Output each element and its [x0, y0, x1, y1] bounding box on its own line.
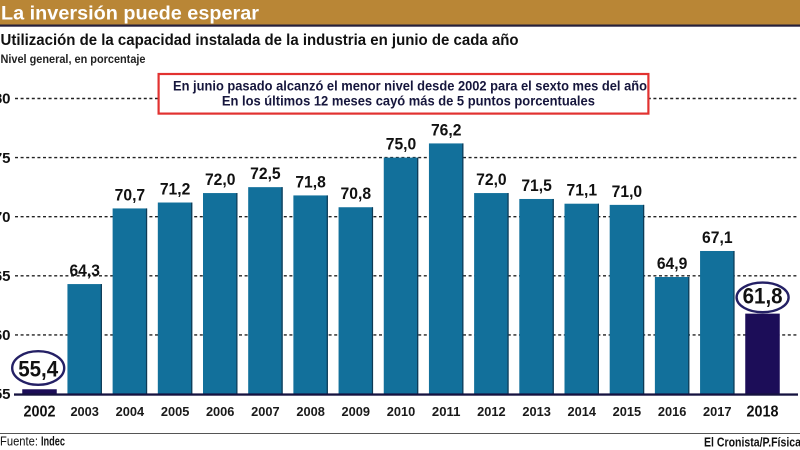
- svg-text:2016: 2016: [658, 404, 687, 419]
- svg-text:Nivel general, en porcentaje: Nivel general, en porcentaje: [1, 52, 146, 66]
- svg-text:71,5: 71,5: [521, 176, 552, 195]
- svg-text:2004: 2004: [116, 404, 145, 419]
- svg-text:En junio pasado alcanzó el men: En junio pasado alcanzó el menor nivel d…: [173, 77, 647, 93]
- svg-text:2005: 2005: [161, 404, 190, 419]
- svg-text:En los últimos 12 meses cayó m: En los últimos 12 meses cayó más de 5 pu…: [222, 93, 595, 109]
- svg-text:Indec: Indec: [41, 435, 65, 449]
- svg-text:2014: 2014: [568, 404, 597, 419]
- svg-text:76,2: 76,2: [431, 120, 462, 139]
- svg-text:72,0: 72,0: [205, 170, 236, 189]
- svg-text:2010: 2010: [387, 404, 416, 419]
- svg-text:2012: 2012: [477, 404, 506, 419]
- svg-text:2006: 2006: [206, 404, 235, 419]
- svg-text:75,0: 75,0: [386, 135, 417, 154]
- svg-text:2009: 2009: [342, 404, 371, 419]
- svg-text:71,1: 71,1: [567, 181, 598, 200]
- svg-text:64,3: 64,3: [69, 261, 100, 280]
- svg-text:60: 60: [0, 327, 11, 344]
- svg-text:El Cronista/P.Física: El Cronista/P.Física: [704, 436, 800, 450]
- svg-text:70: 70: [0, 209, 11, 226]
- svg-text:2011: 2011: [432, 404, 461, 419]
- svg-text:80: 80: [0, 91, 11, 108]
- svg-text:64,9: 64,9: [657, 254, 688, 273]
- svg-text:71,2: 71,2: [160, 180, 191, 199]
- svg-text:Fuente:: Fuente:: [0, 435, 38, 449]
- svg-text:71,0: 71,0: [612, 182, 643, 201]
- svg-text:72,5: 72,5: [250, 164, 281, 183]
- svg-text:70,7: 70,7: [115, 185, 146, 204]
- svg-text:55,4: 55,4: [18, 356, 59, 381]
- svg-text:75: 75: [0, 150, 11, 167]
- svg-text:2008: 2008: [296, 404, 325, 419]
- svg-text:2015: 2015: [613, 404, 642, 419]
- svg-text:70,8: 70,8: [341, 184, 372, 203]
- svg-text:72,0: 72,0: [476, 170, 507, 189]
- svg-text:La inversión puede esperar: La inversión puede esperar: [1, 3, 259, 25]
- svg-text:2018: 2018: [747, 403, 779, 420]
- svg-text:61,8: 61,8: [743, 283, 783, 308]
- svg-text:2002: 2002: [24, 403, 56, 420]
- svg-text:Utilización de la capacidad in: Utilización de la capacidad instalada de…: [1, 32, 519, 49]
- svg-text:65: 65: [0, 268, 11, 285]
- svg-text:2003: 2003: [70, 404, 99, 419]
- svg-text:2007: 2007: [251, 404, 280, 419]
- svg-text:55: 55: [0, 386, 11, 403]
- svg-text:71,8: 71,8: [295, 172, 326, 191]
- svg-text:2017: 2017: [703, 404, 732, 419]
- svg-text:67,1: 67,1: [702, 228, 733, 247]
- svg-text:2013: 2013: [522, 404, 551, 419]
